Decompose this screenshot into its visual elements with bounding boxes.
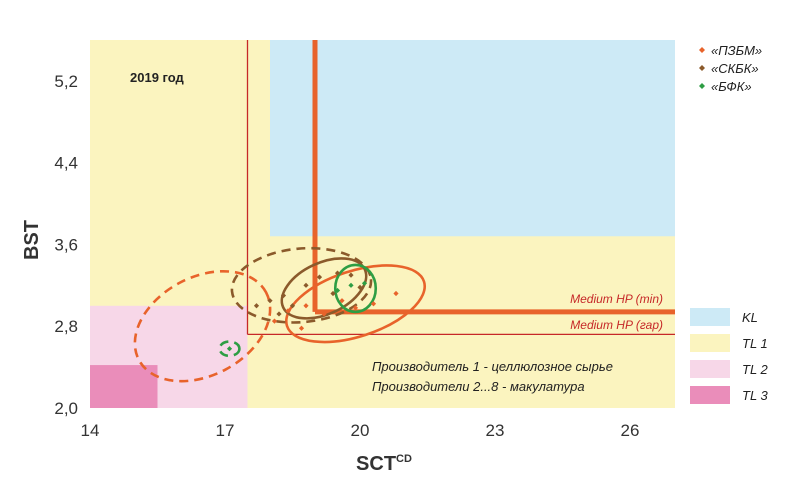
y-axis-label: BST — [21, 220, 43, 260]
x-axis-label: SCTCD — [356, 453, 412, 475]
y-tick-label: 2,0 — [54, 399, 78, 418]
point-бфк-2 — [361, 280, 368, 286]
legend-label-скбк: «СКБК» — [711, 61, 759, 76]
point-скбк-4 — [303, 282, 309, 288]
point-пзбм-0 — [271, 318, 278, 324]
threshold-label-hp-min: Medium HP (min) — [570, 292, 663, 306]
point-скбк-8 — [330, 290, 336, 297]
legend-swatch-tl-2 — [690, 360, 730, 378]
x-tick-label: 26 — [621, 421, 640, 440]
legend-swatch-tl-1 — [690, 334, 730, 352]
ellipse-бфк-5 — [218, 340, 241, 358]
legend-label-пзбм: «ПЗБМ» — [711, 43, 762, 58]
x-tick-label: 20 — [351, 421, 370, 440]
legend-label-бфк: «БФК» — [711, 79, 752, 94]
point-скбк-1 — [267, 298, 273, 304]
point-скбк-6 — [334, 270, 341, 276]
point-бфк-0 — [334, 287, 341, 294]
x-axis-label-sup: CD — [396, 453, 412, 465]
point-скбк-10 — [276, 311, 282, 317]
point-скбк-0 — [253, 303, 260, 309]
point-скбк-7 — [348, 272, 354, 278]
annotation-line-1: Производитель 1 - целлюлозное сырье — [372, 359, 613, 374]
legend-label-tl-1: TL 1 — [742, 336, 768, 351]
point-пзбм-6 — [370, 301, 377, 307]
point-бфк-3 — [226, 346, 233, 352]
series-legend: «ПЗБМ» «СКБК» «БФК» — [699, 43, 762, 94]
ellipse-пзбм-1 — [284, 264, 427, 344]
point-пзбм-8 — [312, 292, 318, 299]
y-tick-label: 2,8 — [54, 317, 78, 336]
point-скбк-9 — [357, 284, 363, 290]
points-layer — [226, 270, 399, 352]
zone-kl — [270, 40, 675, 237]
point-пзбм-4 — [339, 298, 345, 304]
year-label: 2019 год — [130, 70, 185, 85]
point-пзбм-2 — [303, 303, 309, 309]
legend-marker-пзбм — [699, 47, 705, 53]
point-пзбм-7 — [393, 290, 399, 297]
x-tick-label: 17 — [216, 421, 235, 440]
point-скбк-5 — [316, 274, 323, 280]
point-скбк-3 — [289, 303, 296, 309]
point-пзбм-5 — [352, 305, 359, 311]
zones-layer — [90, 40, 675, 408]
point-пзбм-1 — [285, 308, 291, 314]
zones-legend: KL TL 1 TL 2 TL 3 — [690, 308, 769, 404]
x-tick-label: 23 — [486, 421, 505, 440]
point-скбк-2 — [280, 292, 287, 299]
legend-swatch-tl-3 — [690, 386, 730, 404]
legend-label-tl-3: TL 3 — [742, 388, 769, 403]
legend-label-kl: KL — [742, 310, 758, 325]
point-бфк-1 — [348, 282, 354, 288]
y-tick-label: 3,6 — [54, 235, 78, 254]
ticks-layer: 14 17 20 23 26 2,0 2,8 3,6 4,4 5,2 — [54, 72, 639, 440]
point-пзбм-3 — [321, 311, 327, 317]
annotation-line-2: Производители 2...8 - макулатура — [372, 379, 585, 394]
y-tick-label: 5,2 — [54, 72, 78, 91]
legend-marker-бфк — [699, 83, 705, 89]
legend-swatch-kl — [690, 308, 730, 326]
x-tick-label: 14 — [81, 421, 100, 440]
ellipse-пзбм-0 — [133, 269, 272, 383]
zone-tl-3 — [90, 365, 158, 408]
ellipse-бфк-4 — [333, 263, 378, 314]
plot-area — [90, 40, 675, 408]
thresholds-layer — [246, 40, 675, 336]
legend-label-tl-2: TL 2 — [742, 362, 769, 377]
y-tick-label: 4,4 — [54, 154, 78, 173]
threshold-label-hp-gar: Medium HP (гар) — [570, 318, 663, 332]
point-пзбм-9 — [298, 325, 305, 331]
x-axis-label-main: SCT — [356, 453, 396, 475]
legend-marker-скбк — [699, 65, 705, 71]
ellipse-скбк-3 — [280, 257, 368, 320]
